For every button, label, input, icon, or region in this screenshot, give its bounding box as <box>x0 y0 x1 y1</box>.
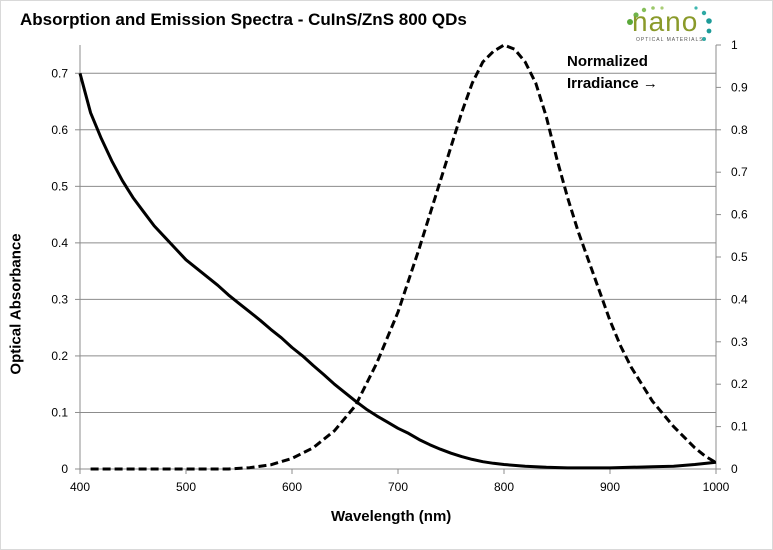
x-tick-label-5: 900 <box>600 480 620 494</box>
y-tick-label-6: 0.6 <box>51 123 68 137</box>
tick-labels: 400 500 600 700 800 900 100000.10.20.30.40.50.… <box>51 38 748 494</box>
x-tick-label-6: 1000 <box>703 480 730 494</box>
y2-tick-label-0: 0 <box>731 462 738 476</box>
y2-tick-label-1: 0.1 <box>731 420 748 434</box>
logo-dots-icon <box>627 6 712 41</box>
y2-tick-label-8: 0.8 <box>731 123 748 137</box>
y-tick-label-4: 0.4 <box>51 236 68 250</box>
y-tick-label-0: 0 <box>61 462 68 476</box>
y2-tick-label-7: 0.7 <box>731 165 748 179</box>
right-axis-annotation-line1: Normalized <box>567 53 648 70</box>
chart-title: Absorption and Emission Spectra - CuInS/… <box>20 10 467 29</box>
emission-series-line <box>90 43 717 471</box>
y-tick-label-1: 0.1 <box>51 405 68 419</box>
y2-tick-label-4: 0.4 <box>731 292 748 306</box>
y2-tick-label-6: 0.6 <box>731 208 748 222</box>
x-tick-label-0: 400 <box>70 480 90 494</box>
x-tick-label-1: 500 <box>176 480 196 494</box>
y-tick-label-5: 0.5 <box>51 179 68 193</box>
y-tick-label-2: 0.2 <box>51 349 68 363</box>
right-axis-annotation-line2: Irradiance → <box>567 75 658 92</box>
nano-logo: nano OPTICAL MATERIALS <box>616 4 726 48</box>
absorption-series-line <box>78 72 717 470</box>
y-tick-label-7: 0.7 <box>51 66 68 80</box>
x-tick-label-3: 700 <box>388 480 408 494</box>
y2-tick-label-10: 1 <box>731 38 738 52</box>
y-axis-label: Optical Absorbance <box>7 233 25 375</box>
logo-subtext: OPTICAL MATERIALS <box>636 37 704 43</box>
y2-tick-label-9: 0.9 <box>731 80 748 94</box>
x-tick-label-2: 600 <box>282 480 302 494</box>
y-tick-label-3: 0.3 <box>51 292 68 306</box>
series-layer <box>78 43 717 471</box>
y2-tick-label-2: 0.2 <box>731 377 748 391</box>
x-axis-label: Wavelength (nm) <box>331 508 452 525</box>
right-axis-annotation: Normalized Irradiance → <box>567 51 658 95</box>
x-tick-label-4: 800 <box>494 480 514 494</box>
gridlines <box>80 72 716 413</box>
y2-tick-label-5: 0.5 <box>731 250 748 264</box>
axes <box>75 44 721 474</box>
y2-tick-label-3: 0.3 <box>731 335 748 349</box>
logo-text: nano <box>632 6 699 37</box>
